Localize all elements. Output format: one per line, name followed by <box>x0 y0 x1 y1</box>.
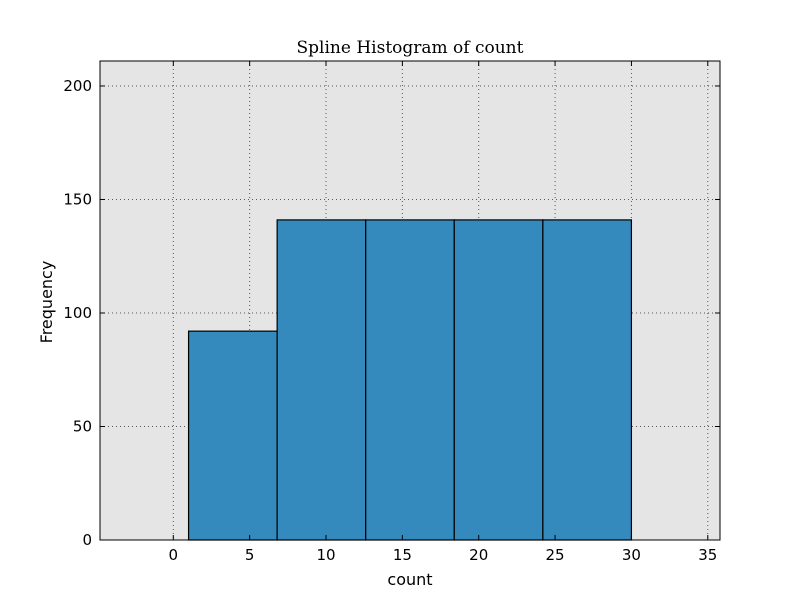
x-tick-label: 35 <box>698 546 717 564</box>
x-tick-label: 0 <box>169 546 179 564</box>
bars <box>187 219 633 541</box>
axis-ticks: 0 5 10 15 20 25 30 35 0 50 100 150 200 <box>63 61 720 564</box>
y-tick-label: 50 <box>73 417 92 435</box>
y-tick-label: 150 <box>63 190 92 208</box>
histogram-bar <box>453 219 544 541</box>
y-axis-label: Frequency <box>37 261 56 344</box>
y-tick-label: 0 <box>82 531 92 549</box>
y-tick-label: 200 <box>63 77 92 95</box>
x-tick-label: 25 <box>546 546 565 564</box>
x-tick-label: 15 <box>393 546 412 564</box>
chart-title: Spline Histogram of count <box>297 38 524 58</box>
x-tick-label: 20 <box>469 546 488 564</box>
histogram-bar <box>542 219 633 541</box>
histogram-bar <box>187 330 278 541</box>
y-tick-label: 100 <box>63 304 92 322</box>
x-axis-label: count <box>387 570 432 589</box>
x-tick-label: 10 <box>316 546 335 564</box>
histogram-bar <box>365 219 455 541</box>
plot-frame <box>99 60 721 541</box>
histogram-bar <box>276 219 367 541</box>
x-tick-label: 5 <box>245 546 255 564</box>
x-tick-label: 30 <box>622 546 641 564</box>
